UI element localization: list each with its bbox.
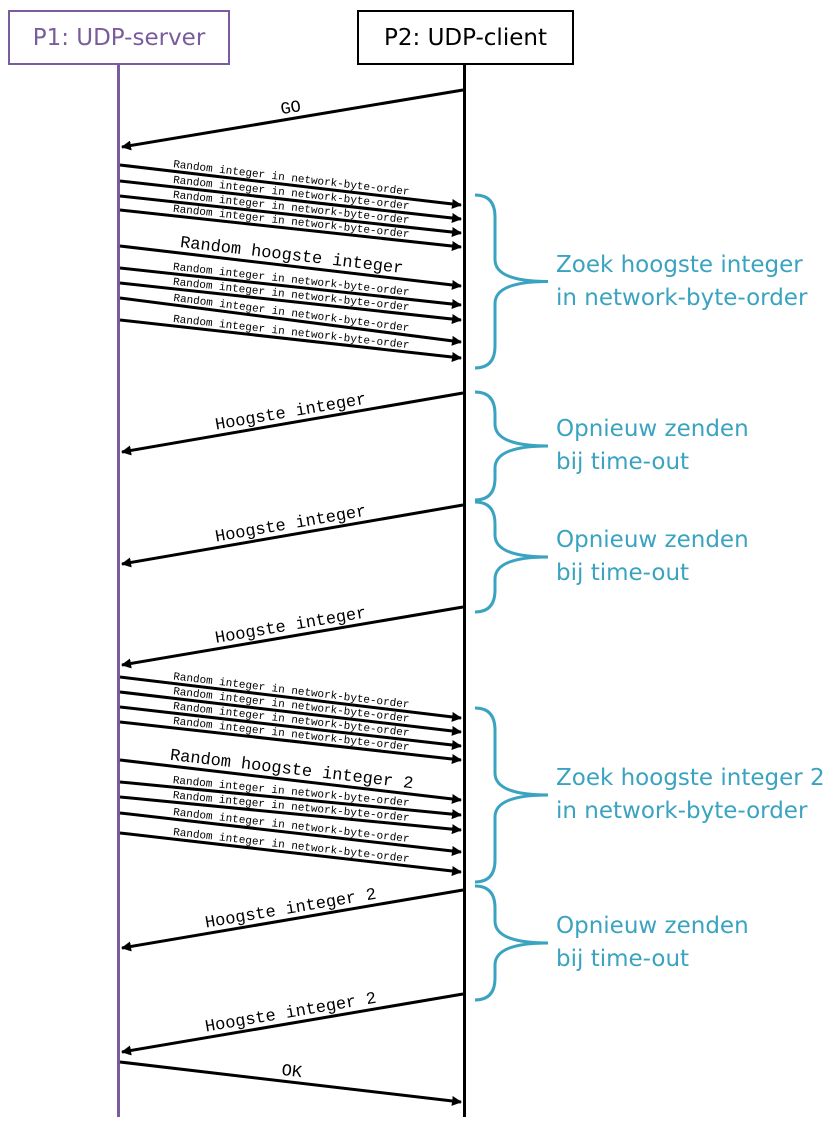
message-arrow xyxy=(119,831,462,876)
actor-udp-server: P1: UDP-server xyxy=(8,10,230,65)
message-arrow xyxy=(119,705,462,750)
message-arrow xyxy=(119,1060,462,1106)
message-arrow xyxy=(121,888,464,952)
message-arrow xyxy=(119,795,462,835)
message-arrow xyxy=(119,296,462,346)
message-label: Hoogste integer xyxy=(214,391,368,436)
note-line: bij time-out xyxy=(556,449,690,475)
message-arrow xyxy=(119,720,462,764)
message-arrow xyxy=(119,244,462,290)
message-arrow xyxy=(119,811,462,856)
note-line: bij time-out xyxy=(556,560,690,586)
message-label: Hoogste integer xyxy=(214,503,368,548)
curly-brace xyxy=(474,500,549,614)
note-resend-timeout: Opnieuw zenden bij time-out xyxy=(556,413,749,479)
client-lifeline xyxy=(463,65,466,1117)
message-arrow xyxy=(119,179,462,223)
message-arrow xyxy=(121,88,464,151)
note-line: Zoek hoogste integer xyxy=(556,251,803,278)
message-label: OK xyxy=(280,1062,303,1083)
actor-udp-client: P2: UDP-client xyxy=(357,10,574,65)
message-label: Hoogste integer xyxy=(214,604,368,648)
message-arrow xyxy=(121,503,464,568)
curly-brace xyxy=(474,884,549,1002)
note-line: in network-byte-order xyxy=(556,798,808,824)
note-line: Opnieuw zenden xyxy=(556,416,749,442)
message-arrow xyxy=(119,281,462,324)
note-find-highest-2: Zoek hoogste integer 2 in network-byte-o… xyxy=(556,762,825,828)
note-line: Zoek hoogste integer 2 xyxy=(556,765,825,791)
note-find-highest: Zoek hoogste integer in network-byte-ord… xyxy=(556,249,807,315)
message-arrow xyxy=(119,758,462,804)
message-arrow xyxy=(121,992,464,1056)
message-arrow xyxy=(121,391,464,456)
message-label: GO xyxy=(279,98,302,120)
curly-brace xyxy=(474,193,549,370)
curly-brace xyxy=(474,390,549,502)
message-arrow xyxy=(119,266,462,309)
message-arrow xyxy=(119,675,462,722)
actor-client-label: P2: UDP-client xyxy=(384,24,547,51)
note-resend-timeout: Opnieuw zenden bij time-out xyxy=(556,524,749,590)
message-arrow xyxy=(121,605,464,669)
actor-server-label: P1: UDP-server xyxy=(32,24,206,51)
note-resend-timeout: Opnieuw zenden bij time-out xyxy=(556,910,749,976)
note-line: bij time-out xyxy=(556,946,690,972)
message-arrow xyxy=(119,780,462,820)
note-line: Opnieuw zenden xyxy=(556,913,749,939)
message-arrow xyxy=(119,194,462,237)
note-line: in network-byte-order xyxy=(556,284,808,311)
message-arrow xyxy=(119,208,462,251)
server-lifeline xyxy=(117,65,120,1117)
message-arrow xyxy=(119,690,462,736)
message-arrow xyxy=(119,318,462,362)
message-arrow xyxy=(119,163,462,209)
note-line: Opnieuw zenden xyxy=(556,527,749,553)
curly-brace xyxy=(474,706,549,884)
